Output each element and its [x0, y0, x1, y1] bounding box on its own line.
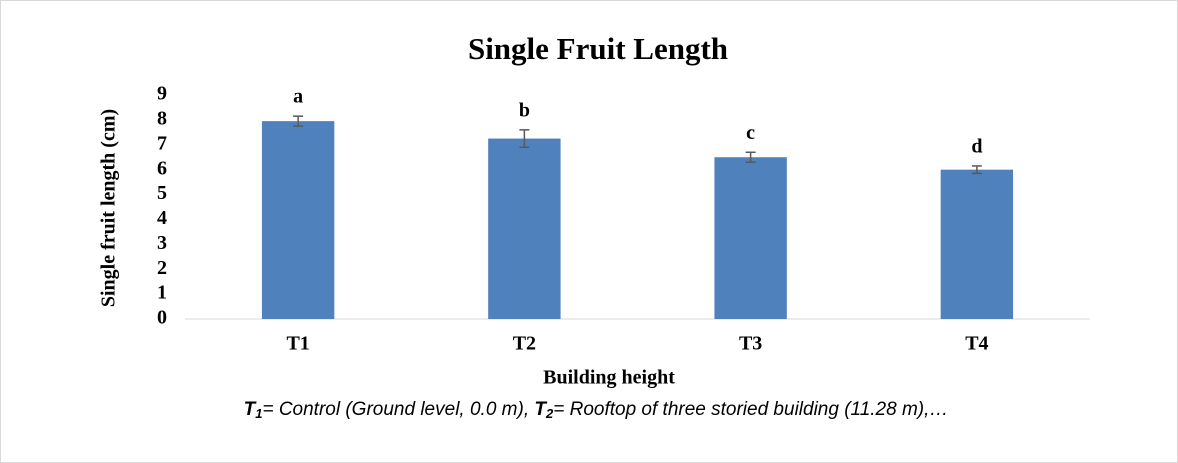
y-tick-label: 6	[157, 157, 167, 179]
x-tick-label: T1	[286, 333, 309, 355]
caption-symbol: T	[244, 399, 257, 420]
error-bar	[293, 115, 304, 127]
y-axis-label: Single fruit length (cm)	[98, 109, 120, 307]
y-tick-label: 1	[157, 282, 167, 304]
caption-text: = Rooftop of three storied building (11.…	[553, 399, 948, 420]
data-label: a	[293, 86, 303, 108]
data-label: b	[519, 99, 530, 121]
y-tick-label: 9	[157, 83, 167, 105]
y-tick-label: 0	[157, 307, 167, 329]
y-tick-label: 5	[157, 182, 167, 204]
bar	[261, 121, 335, 319]
error-bar	[519, 129, 530, 149]
x-tick-label: T2	[513, 333, 536, 355]
bar	[940, 169, 1014, 319]
caption-text: = Control (Ground level, 0.0 m),	[262, 399, 534, 420]
y-tick-label: 3	[157, 232, 167, 254]
error-bar	[971, 165, 982, 175]
x-tick-label: T4	[965, 333, 988, 355]
data-label: d	[971, 136, 982, 158]
y-tick-label: 7	[157, 132, 167, 154]
bar	[488, 138, 561, 319]
y-tick-label: 2	[157, 257, 167, 279]
caption-symbol: T	[534, 399, 547, 420]
error-bar	[745, 151, 756, 163]
y-tick-label: 4	[157, 207, 167, 229]
bar	[714, 157, 787, 319]
caption-subscript: 1	[255, 406, 262, 421]
caption: T1= Control (Ground level, 0.0 m), T2= R…	[244, 399, 949, 421]
chart-title: Single Fruit Length	[468, 31, 728, 66]
caption-subscript: 2	[545, 406, 554, 421]
y-tick-label: 8	[157, 107, 167, 129]
x-tick-label: T3	[739, 333, 762, 355]
x-axis-label: Building height	[543, 367, 675, 389]
data-label: c	[746, 122, 755, 144]
